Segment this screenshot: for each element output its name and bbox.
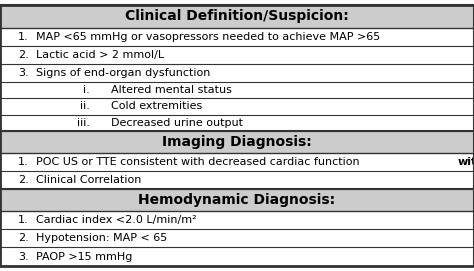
Text: i.: i.: [83, 85, 90, 95]
Text: 1.: 1.: [18, 215, 28, 225]
Text: 1.: 1.: [18, 32, 28, 41]
Text: Altered mental status: Altered mental status: [111, 85, 232, 95]
Bar: [0, 247, 474, 266]
Text: 3.: 3.: [18, 68, 28, 78]
Bar: [0, 46, 474, 64]
Bar: [0, 131, 474, 153]
Text: PAOP >15 mmHg: PAOP >15 mmHg: [36, 251, 132, 262]
Bar: [0, 211, 474, 229]
Bar: [0, 64, 474, 82]
Text: Hemodynamic Diagnosis:: Hemodynamic Diagnosis:: [138, 193, 336, 207]
Text: Signs of end-organ dysfunction: Signs of end-organ dysfunction: [36, 68, 210, 78]
Text: Lactic acid > 2 mmol/L: Lactic acid > 2 mmol/L: [36, 50, 164, 60]
Bar: [0, 171, 474, 189]
Text: MAP <65 mmHg or vasopressors needed to achieve MAP >65: MAP <65 mmHg or vasopressors needed to a…: [36, 32, 380, 41]
Text: 1.: 1.: [18, 157, 28, 167]
Text: Hypotension: MAP < 65: Hypotension: MAP < 65: [36, 233, 167, 243]
Text: 3.: 3.: [18, 251, 28, 262]
Bar: [0, 189, 474, 211]
Text: Cardiac index <2.0 L/min/m²: Cardiac index <2.0 L/min/m²: [36, 215, 196, 225]
Text: Clinical Correlation: Clinical Correlation: [36, 175, 141, 185]
Bar: [0, 5, 474, 28]
Bar: [0, 115, 474, 131]
Bar: [0, 28, 474, 46]
Text: 2.: 2.: [18, 50, 29, 60]
Bar: [0, 153, 474, 171]
Text: Imaging Diagnosis:: Imaging Diagnosis:: [162, 135, 312, 149]
Bar: [0, 98, 474, 115]
Text: POC US or TTE consistent with decreased cardiac function: POC US or TTE consistent with decreased …: [36, 157, 363, 167]
Text: ii.: ii.: [80, 101, 90, 111]
Text: with: with: [457, 157, 474, 167]
Text: 2.: 2.: [18, 175, 29, 185]
Text: Clinical Definition/Suspicion:: Clinical Definition/Suspicion:: [125, 9, 349, 24]
Text: Cold extremities: Cold extremities: [111, 101, 203, 111]
Bar: [0, 229, 474, 247]
Bar: [0, 82, 474, 98]
Text: 2.: 2.: [18, 233, 29, 243]
Text: iii.: iii.: [77, 118, 90, 128]
Text: Decreased urine output: Decreased urine output: [111, 118, 243, 128]
